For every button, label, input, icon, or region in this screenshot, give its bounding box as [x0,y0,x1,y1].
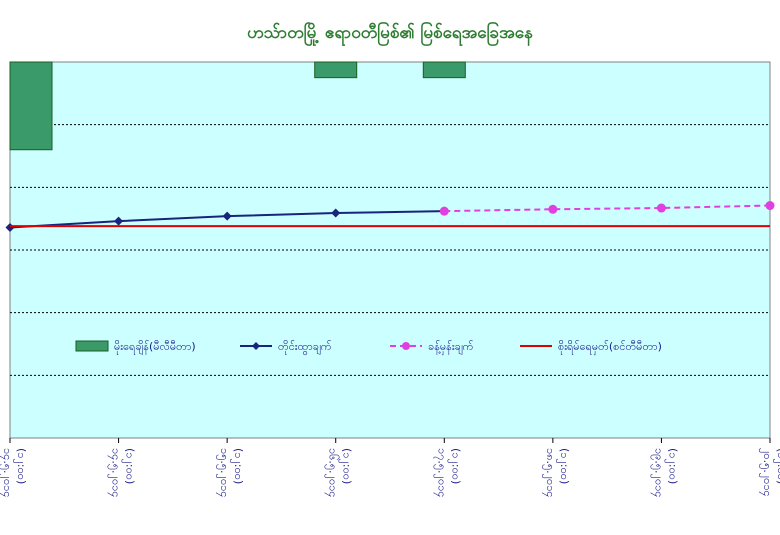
data-point [765,201,775,211]
x-tick-label: ၁၈.၅.၂၀၁၄(၁၂:၀၀) [542,448,571,498]
x-tick-label: ၁၄.၅.၂၀၁၄(၁၂:၀၀) [108,448,137,498]
legend-swatch [75,340,109,352]
data-point [114,216,124,226]
x-tick-label: ၂၀.၅.၂၀၁၄(၁၂:၀၀) [759,448,780,497]
chart-title: ဟသ်ာတမြို့ ဧရာဝတီမြစ်၏ မြစ်ရေအခြေအနေ [247,23,533,43]
x-tick-label: ၁၇.၅.၂၀၁၄(၁၂:၀၀) [433,448,462,498]
rainfall-bar [9,61,53,151]
data-point [439,206,449,216]
data-point [656,203,666,213]
x-tick-label: ၁၆.၅.၂၀၁၄(၁၂:၀၀) [325,448,354,498]
legend-marker [402,342,410,350]
legend-marker [252,342,260,350]
legend-label: စိုးရိမ်ရေမှတ်(စင်တီမီတာ) [558,340,662,355]
rainfall-bar [422,61,466,79]
data-point [222,211,232,221]
data-point [331,208,341,218]
legend-label: မိုးရေချိန်(မီလီမီတာ) [114,340,196,355]
series-line-2 [444,204,771,213]
data-point [548,204,558,214]
rainfall-bar [314,61,358,79]
x-tick-label: ၁၄.၅.၂၀၁၄(၁၂:၀၀) [0,448,28,498]
x-tick-label: ၁၅.၅.၂၀၁၄(၁၂:၀၀) [216,448,245,498]
legend-label: တိုင်းထွာချက် [278,340,332,355]
legend-label: ခန့်မှန်းချက် [428,340,474,355]
x-tick-label: ၁၉.၅.၂၀၁၄(၁၂:၀၀) [650,448,679,498]
